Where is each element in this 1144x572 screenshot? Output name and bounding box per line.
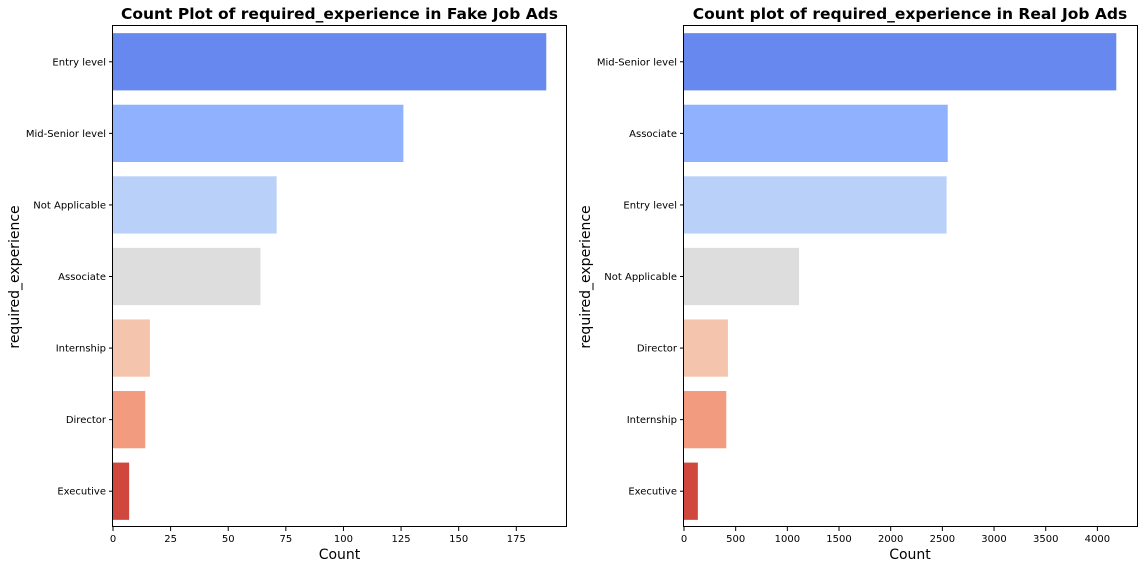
fake-chart-yaxis: Entry level Mid-Senior level Not Applicabl… — [26, 57, 113, 498]
fake-bar — [113, 104, 404, 162]
real-ytick-label: Associate — [629, 129, 677, 140]
real-bar — [684, 176, 947, 234]
fake-bar — [113, 391, 146, 449]
fake-xtick-label: 150 — [449, 534, 468, 545]
real-chart-xlabel: Count — [889, 547, 931, 563]
fake-chart-bars — [113, 33, 547, 520]
real-xtick-label: 1500 — [826, 534, 851, 545]
real-ytick-label: Mid-Senior level — [597, 57, 677, 68]
real-bar — [684, 391, 727, 449]
real-xtick-label: 3000 — [981, 534, 1006, 545]
real-bar — [684, 33, 1117, 91]
fake-xtick-label: 75 — [279, 534, 292, 545]
real-bar — [684, 462, 698, 520]
real-xtick-label: 4000 — [1085, 534, 1110, 545]
fake-job-ads-chart: Count Plot of required_experience in Fak… — [7, 5, 567, 563]
real-xtick-label: 2000 — [878, 534, 903, 545]
fake-xtick-label: 0 — [110, 534, 116, 545]
real-ytick-label: Internship — [627, 415, 677, 426]
real-bar — [684, 247, 800, 306]
fake-xtick-label: 100 — [334, 534, 353, 545]
fake-ytick-label: Director — [66, 415, 107, 426]
fake-ytick-label: Internship — [56, 344, 106, 355]
real-ytick-label: Executive — [628, 487, 677, 498]
fake-chart-ylabel: required_experience — [7, 205, 23, 348]
fake-xtick-label: 50 — [222, 534, 235, 545]
real-job-ads-chart: Count plot of required_experience in Rea… — [578, 5, 1138, 563]
fake-ytick-label: Executive — [57, 487, 106, 498]
real-bar — [684, 104, 948, 162]
real-ytick-label: Not Applicable — [604, 272, 677, 283]
real-xtick-label: 0 — [681, 534, 687, 545]
fake-bar — [113, 176, 277, 234]
fake-chart-xlabel: Count — [319, 547, 361, 563]
fake-ytick-label: Not Applicable — [33, 200, 106, 211]
real-bar — [684, 319, 728, 377]
fake-bar — [113, 319, 150, 377]
fake-chart-title: Count Plot of required_experience in Fak… — [121, 5, 558, 23]
real-xtick-label: 1000 — [775, 534, 800, 545]
real-ytick-label: Entry level — [623, 200, 677, 211]
real-ytick-label: Director — [637, 344, 678, 355]
fake-chart-xaxis: 0 25 50 75 100 125 150 175 — [110, 527, 526, 545]
fake-xtick-label: 125 — [392, 534, 411, 545]
real-chart-xaxis: 0 500 1000 1500 2000 2500 3000 3500 4000 — [681, 527, 1110, 545]
real-chart-ylabel: required_experience — [578, 205, 594, 348]
fake-bar — [113, 462, 130, 520]
fake-bar — [113, 33, 547, 91]
fake-bar — [113, 247, 261, 306]
fake-xtick-label: 175 — [507, 534, 526, 545]
fake-chart-frame — [112, 25, 567, 527]
real-xtick-label: 2500 — [930, 534, 955, 545]
real-xtick-label: 3500 — [1033, 534, 1058, 545]
fake-ytick-label: Associate — [58, 272, 106, 283]
real-xtick-label: 500 — [726, 534, 745, 545]
real-chart-bars — [684, 33, 1117, 520]
real-chart-title: Count plot of required_experience in Rea… — [693, 5, 1127, 23]
fake-ytick-label: Entry level — [52, 57, 106, 68]
fake-xtick-label: 25 — [164, 534, 177, 545]
fake-ytick-label: Mid-Senior level — [26, 129, 106, 140]
real-chart-frame — [683, 25, 1138, 527]
